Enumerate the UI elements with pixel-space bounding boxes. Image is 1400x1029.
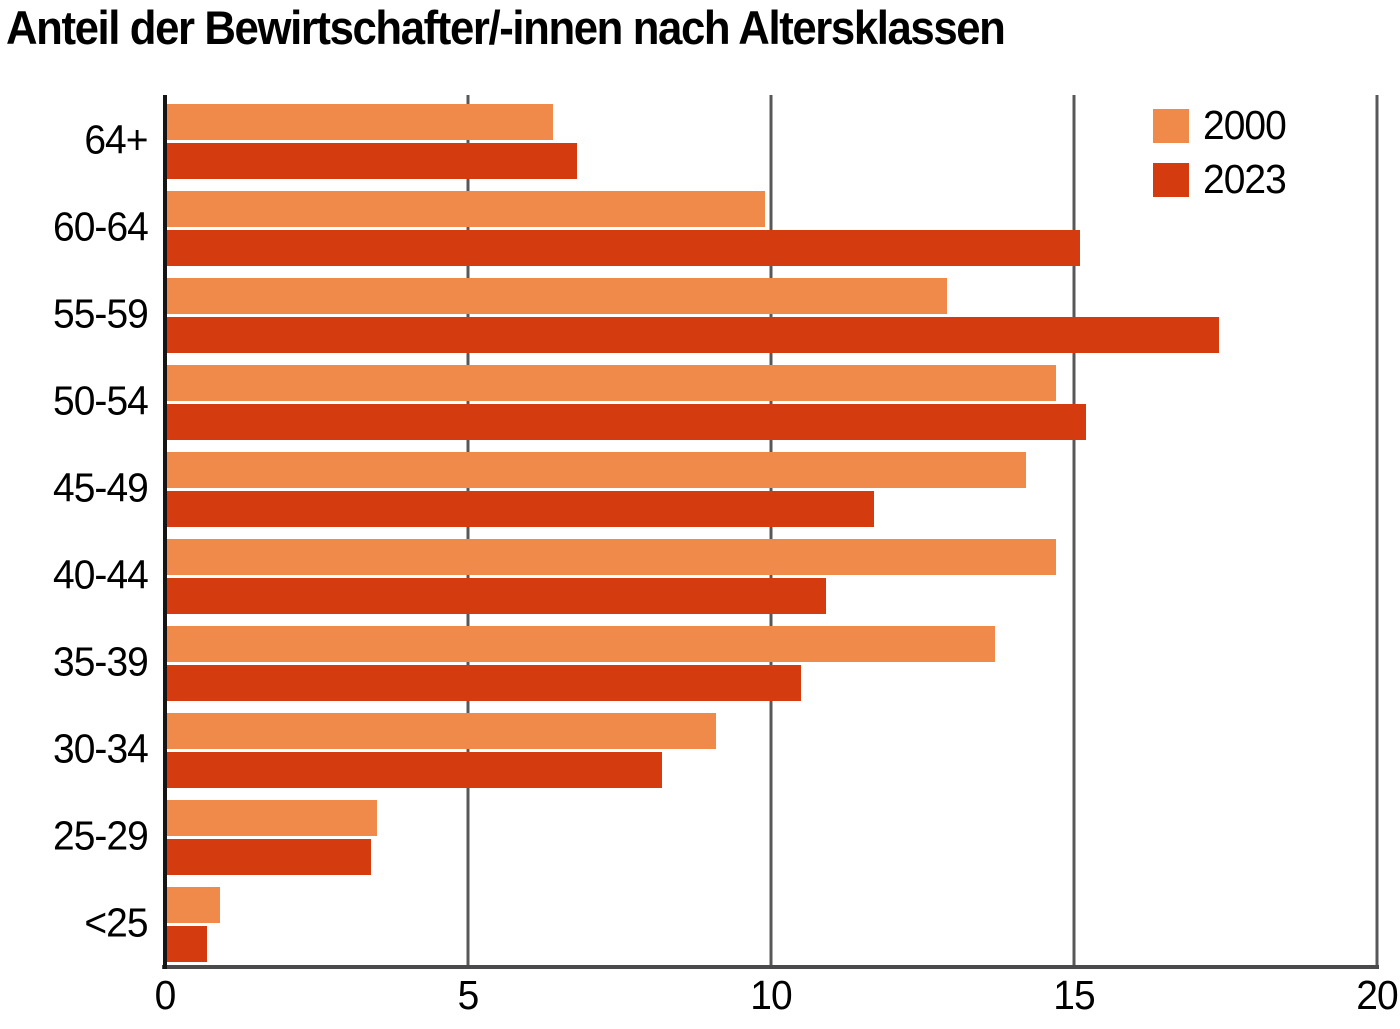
bar-group-55-59 xyxy=(165,269,1377,356)
y-axis-label-50-54: 50-54 xyxy=(53,377,149,424)
bar-2000-35-39 xyxy=(165,626,996,662)
legend-swatch-2023 xyxy=(1153,162,1189,197)
y-axis-label-40-44: 40-44 xyxy=(53,551,149,598)
bar-2000-50-54 xyxy=(165,365,1056,401)
legend-item-2000: 2000 xyxy=(1153,105,1290,146)
x-axis-tick-label-10: 10 xyxy=(750,972,792,1018)
y-axis-label-64+: 64+ xyxy=(84,116,149,163)
bar-2023-35-39 xyxy=(165,665,802,701)
bar-2000-55-59 xyxy=(165,278,947,314)
x-axis-labels: 0 5 10 15 20 xyxy=(155,972,1399,1022)
bar-group-50-54 xyxy=(165,356,1377,443)
bar-group-25-29 xyxy=(165,791,1377,878)
bar-2000-<25 xyxy=(165,887,220,923)
bar-2023-25-29 xyxy=(165,839,372,875)
gridline-x-5 xyxy=(466,95,470,965)
bar-group-64+ xyxy=(165,95,1377,182)
bar-group-45-49 xyxy=(165,443,1377,530)
y-axis-label-55-59: 55-59 xyxy=(53,290,149,337)
bar-2023-<25 xyxy=(165,926,208,962)
bar-2000-60-64 xyxy=(165,191,765,227)
bar-2000-40-44 xyxy=(165,539,1056,575)
bar-2023-40-44 xyxy=(165,578,826,614)
y-axis-labels: 64+ 60-64 55-59 50-54 45-49 40-44 35-39 30-34 25… xyxy=(0,95,149,965)
bar-2000-30-34 xyxy=(165,713,717,749)
x-axis-line xyxy=(162,965,1379,969)
bar-2023-45-49 xyxy=(165,491,875,527)
y-axis-label-45-49: 45-49 xyxy=(53,464,149,511)
plot-area: 2000 2023 xyxy=(162,95,1379,969)
legend: 2000 2023 xyxy=(1153,105,1290,200)
bar-2023-30-34 xyxy=(165,752,662,788)
y-axis-label-35-39: 35-39 xyxy=(53,638,149,685)
gridline-x-15 xyxy=(1072,95,1076,965)
x-axis-tick-label-0: 0 xyxy=(154,972,177,1018)
bar-2023-60-64 xyxy=(165,230,1081,266)
bar-group-35-39 xyxy=(165,617,1377,704)
bar-group-30-34 xyxy=(165,704,1377,791)
y-axis-line xyxy=(163,95,167,969)
bar-2023-55-59 xyxy=(165,317,1220,353)
bar-2023-50-54 xyxy=(165,404,1087,440)
legend-label-2000: 2000 xyxy=(1203,102,1287,148)
x-axis-tick-label-20: 20 xyxy=(1356,972,1398,1018)
x-axis-tick-label-5: 5 xyxy=(457,972,480,1018)
bar-2000-64+ xyxy=(165,104,553,140)
gridline-x-20 xyxy=(1375,95,1379,965)
y-axis-label-30-34: 30-34 xyxy=(53,725,149,772)
bar-group-<25 xyxy=(165,878,1377,965)
bar-2023-64+ xyxy=(165,143,578,179)
y-axis-label-60-64: 60-64 xyxy=(53,203,149,250)
bar-group-60-64 xyxy=(165,182,1377,269)
y-axis-label-25-29: 25-29 xyxy=(53,812,149,859)
gridline-x-10 xyxy=(769,95,773,965)
bar-group-40-44 xyxy=(165,530,1377,617)
legend-item-2023: 2023 xyxy=(1153,159,1290,200)
y-axis-label-<25: <25 xyxy=(84,899,149,946)
legend-label-2023: 2023 xyxy=(1203,156,1287,202)
x-axis-tick-label-15: 15 xyxy=(1053,972,1095,1018)
chart-title: Anteil der Bewirtschafter/-innen nach Al… xyxy=(6,1,1006,54)
bar-2000-25-29 xyxy=(165,800,378,836)
bar-2000-45-49 xyxy=(165,452,1026,488)
legend-swatch-2000 xyxy=(1153,108,1189,143)
